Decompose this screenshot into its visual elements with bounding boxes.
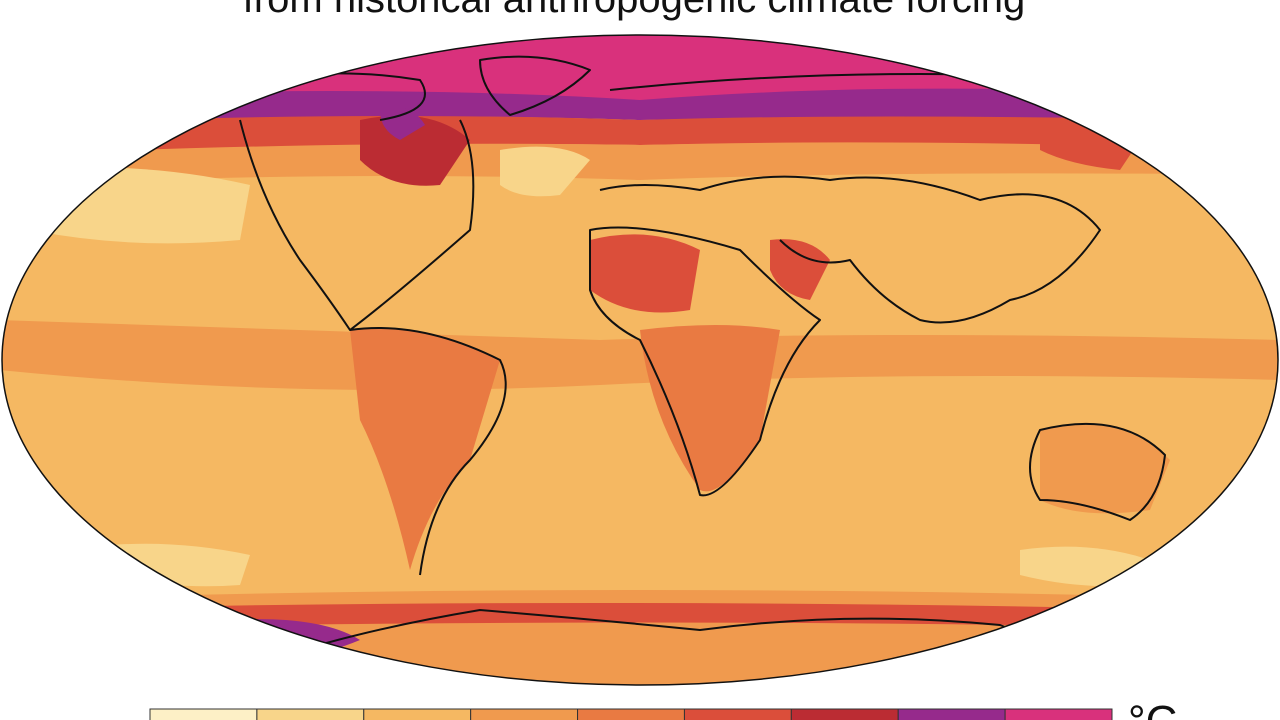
colorbar-swatch [897,708,1006,720]
colorbar-swatch [790,708,899,720]
colorbar-swatch [149,708,258,720]
legend-unit: °C [1128,697,1177,720]
colorbar-swatch [470,708,579,720]
map-title: from historical anthropogenic climate fo… [243,0,1026,21]
colorbar-swatch [577,708,685,720]
colorbar-swatch [363,708,472,720]
colorbar-swatch [256,708,365,720]
map-border [1,34,1279,686]
colorbar-swatch [683,708,792,720]
colorbar-swatch [1004,708,1113,720]
colorbar [149,708,1113,720]
